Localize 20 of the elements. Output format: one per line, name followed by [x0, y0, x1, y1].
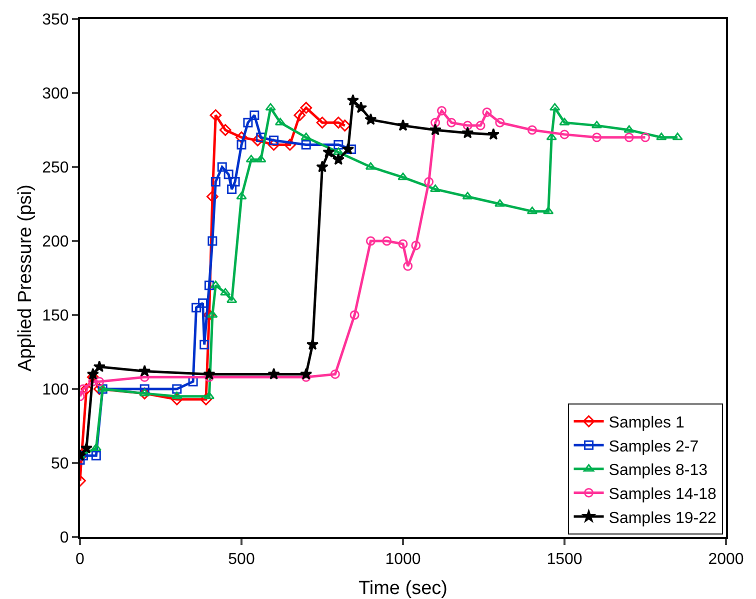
y-tick-label: 100: [42, 382, 69, 399]
legend-label: Samples 1: [608, 414, 684, 432]
x-tick-label: 2000: [708, 551, 744, 568]
x-axis-title: Time (sec): [358, 578, 448, 599]
x-tick-label: 1500: [546, 551, 582, 568]
x-tick-label: 1000: [385, 551, 421, 568]
y-tick-label: 50: [51, 456, 69, 473]
legend-label: Samples 14-18: [608, 486, 716, 503]
y-tick-label: 250: [42, 160, 69, 177]
y-tick-label: 300: [42, 86, 69, 103]
y-tick-label: 350: [42, 12, 69, 29]
x-tick-label: 0: [76, 551, 85, 568]
y-axis-title: Applied Pressure (psi): [15, 184, 36, 372]
y-tick-label: 200: [42, 234, 69, 251]
y-tick-label: 0: [60, 530, 69, 547]
legend-label: Samples 2-7: [608, 438, 699, 456]
x-tick-label: 500: [228, 551, 255, 568]
legend-label: Samples 8-13: [608, 462, 708, 480]
y-tick-label: 150: [42, 308, 69, 325]
legend-label: Samples 19-22: [608, 510, 716, 527]
